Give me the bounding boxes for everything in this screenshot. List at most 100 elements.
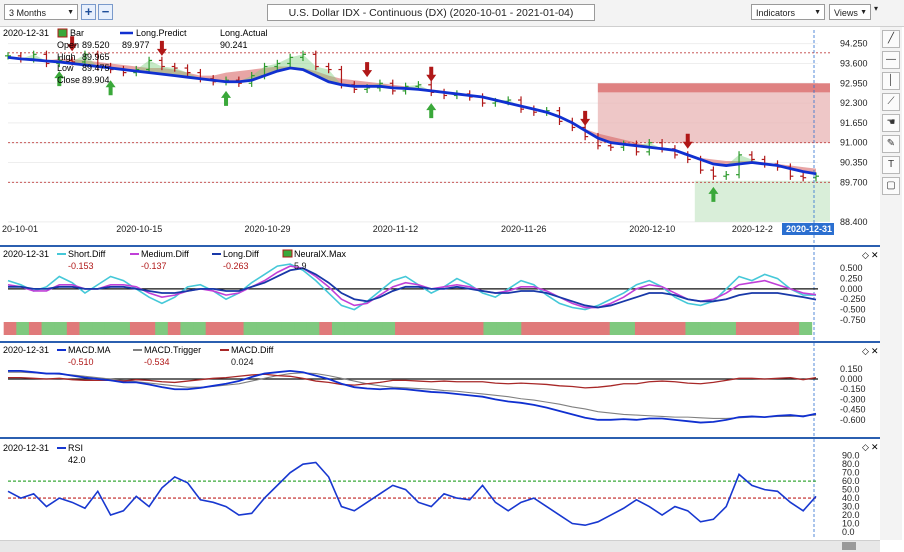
pane-expand-icon[interactable]: ◇ (862, 250, 869, 260)
neural-strip-cell (445, 322, 459, 335)
neural-strip-cell (117, 322, 131, 335)
zoom-out-button[interactable]: − (98, 4, 113, 20)
sell-arrow-icon (580, 110, 591, 126)
symbol-title[interactable]: U.S. Dollar IDX - Continuous (DX) (2020-… (267, 4, 595, 21)
rsi-axis-tick: 20.0 (842, 510, 860, 520)
macd-axis-tick: 0.150 (840, 364, 863, 374)
marker-icon[interactable]: ✎ (882, 135, 900, 153)
indicators-label: Indicators (756, 8, 796, 18)
long-predict-label: Long.Predict (136, 28, 187, 38)
trend-icon[interactable]: ⟋ (882, 93, 900, 111)
rsi-pane (0, 439, 880, 539)
long-actual-label: Long.Actual (220, 28, 268, 38)
macd-axis-tick: -0.300 (840, 394, 866, 404)
support-zone (694, 180, 830, 222)
neural-strip-cell (294, 322, 308, 335)
vertical-line-icon[interactable]: │ (882, 72, 900, 90)
neural-strip-cell (483, 322, 497, 335)
speech-icon[interactable]: ▢ (882, 177, 900, 195)
price-axis-tick: 91.650 (840, 118, 868, 128)
diff-axis-tick: 0.000 (840, 284, 863, 294)
neural-strip-cell (344, 322, 358, 335)
horizontal-line-icon[interactable]: ― (882, 51, 900, 69)
medium-diff-label: Medium.Diff (141, 249, 189, 259)
neural-strip-cell (773, 322, 787, 335)
rsi-value: 42.0 (68, 455, 86, 465)
chevron-down-icon: ▼ (67, 9, 74, 16)
short-diff-line (7, 263, 816, 311)
green-band-area (8, 54, 816, 174)
sell-arrow-icon (362, 62, 373, 78)
low-value: 89.475 (82, 63, 110, 73)
long-predict-value: 89.977 (122, 40, 150, 50)
neural-strip-cell (458, 322, 472, 335)
pane-expand-icon[interactable]: ◇ (862, 346, 869, 356)
pane-expand-icon[interactable]: ◇ (862, 442, 869, 452)
neural-strip-cell (533, 322, 548, 335)
rsi-axis-tick: 40.0 (842, 493, 860, 503)
pane-close-icon[interactable]: ✕ (871, 442, 879, 452)
bar-swatch-icon (57, 28, 68, 38)
rsi-axis-tick: 50.0 (842, 485, 860, 495)
scrollbar-thumb[interactable] (842, 542, 856, 550)
rsi-axis-tick: 60.0 (842, 476, 860, 486)
time-scrollbar[interactable] (0, 540, 880, 552)
diff-axis-tick: 0.250 (840, 274, 863, 284)
chevron-down-icon: ▼ (814, 9, 821, 16)
open-label: Open (57, 40, 79, 50)
long-diff-line (8, 267, 817, 309)
rsi-axis-tick: 70.0 (842, 468, 860, 478)
pencil-icon[interactable]: ╱ (882, 30, 900, 48)
neural-strip-cell (256, 322, 270, 335)
neural-strip-cell (16, 322, 30, 335)
pin-icon[interactable]: ▾ (874, 4, 879, 13)
neural-strip-cell (129, 322, 144, 335)
neural-strip-cell (723, 322, 737, 335)
short-diff-label: Short.Diff (68, 249, 106, 259)
neural-strip-cell (281, 322, 295, 335)
side-toolbar (880, 27, 902, 540)
neural-strip-cell (382, 322, 396, 335)
diff-legend-date: 2020-12-31 (3, 249, 49, 259)
diff-axis-tick: -0.500 (840, 305, 866, 315)
zoom-in-button[interactable]: + (81, 4, 96, 20)
neural-strip-cell (647, 322, 661, 335)
price-x-tick: 2020-10-15 (116, 224, 162, 234)
rsi-axis-tick: 80.0 (842, 459, 860, 469)
price-axis-tick: 89.700 (840, 177, 868, 187)
neural-strip-cell (432, 322, 447, 335)
text-icon[interactable]: T (882, 156, 900, 174)
buy-arrow-icon (105, 80, 116, 96)
neural-strip-cell (319, 322, 333, 335)
neural-strip-cell (761, 322, 775, 335)
hand-icon[interactable]: ☚ (882, 114, 900, 132)
period-label: 3 Months (9, 8, 47, 18)
macd-legend: 2020-12-31 MACD.MA -0.510 MACD.Trigger -… (3, 345, 274, 367)
chart-canvas[interactable]: 94.250 93.600 92.950 92.300 91.650 91.000 90.3… (0, 0, 880, 540)
pane-close-icon[interactable]: ✕ (871, 250, 879, 260)
neural-strip-cell (622, 322, 636, 335)
macd-trigger-line (8, 371, 817, 420)
views-select[interactable]: Views ▼ (829, 4, 871, 20)
sell-arrow-icon (156, 40, 167, 56)
period-select[interactable]: 3 Months ▼ (4, 4, 78, 20)
neural-strip-cell (218, 322, 232, 335)
buy-arrow-icon (426, 103, 437, 119)
macd-ma-line (8, 369, 817, 424)
neural-strip-cell (180, 322, 194, 335)
views-label: Views (834, 8, 858, 18)
buy-arrow-icon (708, 186, 719, 202)
neural-strip-cell (786, 322, 800, 335)
macd-diff-label: MACD.Diff (231, 345, 274, 355)
pane-close-icon[interactable]: ✕ (871, 346, 879, 356)
indicators-select[interactable]: Indicators ▼ (751, 4, 825, 20)
neural-strip-cell (748, 322, 762, 335)
macd-ma-label: MACD.MA (68, 345, 111, 355)
sell-arrow-icon (67, 36, 78, 52)
neural-strip-cell (369, 322, 383, 335)
short-diff-value: -0.153 (68, 261, 94, 271)
macd-axis-tick: -0.150 (840, 384, 866, 394)
macd-diff-line (8, 373, 817, 389)
sell-arrow-icon (426, 66, 437, 82)
price-axis-tick: 92.300 (840, 98, 868, 108)
